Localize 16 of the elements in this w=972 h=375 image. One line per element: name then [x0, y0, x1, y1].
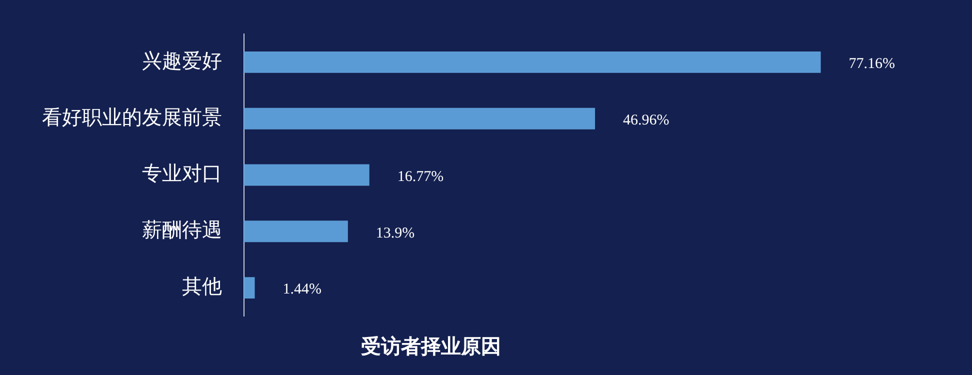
- bar: [244, 164, 370, 186]
- data-label: 77.16%: [848, 56, 896, 72]
- bar: [244, 220, 348, 242]
- data-label: 16.77%: [397, 168, 444, 185]
- y-tick-label: 薪酬待遇: [142, 218, 222, 242]
- y-tick-label: 看好职业的发展前景: [42, 104, 222, 129]
- data-label: 46.96%: [623, 112, 670, 129]
- y-tick-label: 兴趣爱好: [142, 48, 222, 72]
- data-label: 13.9%: [376, 225, 415, 242]
- y-tick-label: 专业对口: [142, 161, 222, 186]
- bar: [244, 277, 255, 299]
- data-label: 1.44%: [282, 282, 322, 298]
- bar: [244, 108, 596, 130]
- text: 受访者择业原因: [361, 334, 501, 358]
- y-tick-label: 其他: [182, 274, 222, 298]
- bar: [244, 51, 821, 73]
